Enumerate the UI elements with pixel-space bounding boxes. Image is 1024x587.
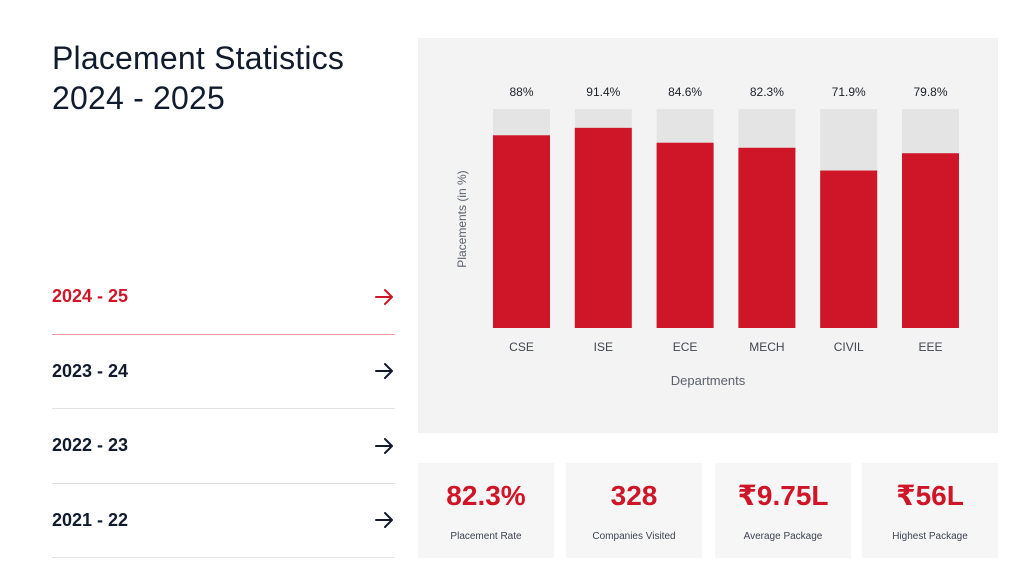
- stat-card-placement-rate: 82.3% Placement Rate: [418, 463, 554, 558]
- bar-eee[interactable]: [902, 153, 959, 328]
- stat-label: Companies Visited: [592, 531, 676, 542]
- bar-civil[interactable]: [820, 170, 878, 328]
- stat-value: ₹9.75L: [737, 480, 829, 511]
- stat-value: 328: [610, 480, 658, 511]
- stats-row: 82.3% Placement Rate 328 Companies Visit…: [418, 463, 998, 558]
- year-item-2021-22[interactable]: 2021 - 22: [52, 484, 395, 558]
- year-label: 2022 - 23: [52, 435, 129, 456]
- arrow-right-icon: [375, 512, 393, 529]
- year-label: 2021 - 22: [52, 509, 129, 530]
- bar-cse[interactable]: [493, 135, 550, 328]
- stat-card-highest-package: ₹56L Highest Package: [862, 463, 998, 558]
- year-label: 2024 - 25: [52, 286, 129, 307]
- year-list: 2024 - 25 2023 - 24 2022 - 23 2021 - 22: [52, 260, 395, 558]
- stat-card-average-package: ₹9.75L Average Package: [715, 463, 851, 558]
- data-label-ise: 91.4%: [586, 85, 620, 99]
- year-item-2022-23[interactable]: 2022 - 23: [52, 409, 395, 484]
- page-title: Placement Statistics 2024 - 2025: [52, 38, 402, 118]
- bar-mech[interactable]: [738, 147, 796, 328]
- stat-card-companies-visited: 328 Companies Visited: [566, 463, 702, 558]
- data-label-mech: 82.3%: [750, 85, 784, 99]
- arrow-right-icon: [375, 437, 393, 454]
- chart-panel: Placements (in %) Departments 88% CSE 91.4…: [418, 38, 998, 433]
- placement-bar-chart: Placements (in %) Departments 88% CSE 91.4…: [455, 85, 959, 388]
- year-label: 2023 - 24: [52, 360, 129, 381]
- year-item-2024-25[interactable]: 2024 - 25: [52, 260, 395, 335]
- data-label-cse: 88%: [509, 85, 533, 99]
- data-label-ece: 84.6%: [668, 85, 702, 99]
- page-title-line1: Placement Statistics: [52, 40, 345, 76]
- x-tick-label-ise: ISE: [594, 340, 613, 354]
- stat-label: Average Package: [743, 531, 823, 542]
- arrow-right-icon: [375, 363, 393, 380]
- x-tick-label-eee: EEE: [918, 340, 942, 354]
- x-tick-label-ece: ECE: [673, 340, 698, 354]
- year-item-2023-24[interactable]: 2023 - 24: [52, 335, 395, 409]
- x-tick-label-mech: MECH: [749, 340, 784, 354]
- x-tick-label-civil: CIVIL: [834, 340, 864, 354]
- arrow-right-icon: [375, 288, 393, 305]
- bar-ece[interactable]: [656, 142, 714, 328]
- bar-ise[interactable]: [574, 127, 632, 328]
- y-axis-label: Placements (in %): [455, 170, 469, 267]
- x-axis-label: Departments: [671, 373, 746, 388]
- stat-value: ₹56L: [896, 480, 964, 511]
- stat-value: 82.3%: [446, 480, 526, 511]
- bars-group: 88% CSE 91.4% ISE 84.6% ECE 82.3% MECH 71.9% CIVI…: [493, 85, 959, 354]
- stat-label: Highest Package: [892, 531, 968, 542]
- data-label-eee: 79.8%: [913, 85, 947, 99]
- stat-label: Placement Rate: [450, 531, 522, 542]
- data-label-civil: 71.9%: [832, 85, 866, 99]
- page-title-line2: 2024 - 2025: [52, 80, 226, 116]
- x-tick-label-cse: CSE: [509, 340, 534, 354]
